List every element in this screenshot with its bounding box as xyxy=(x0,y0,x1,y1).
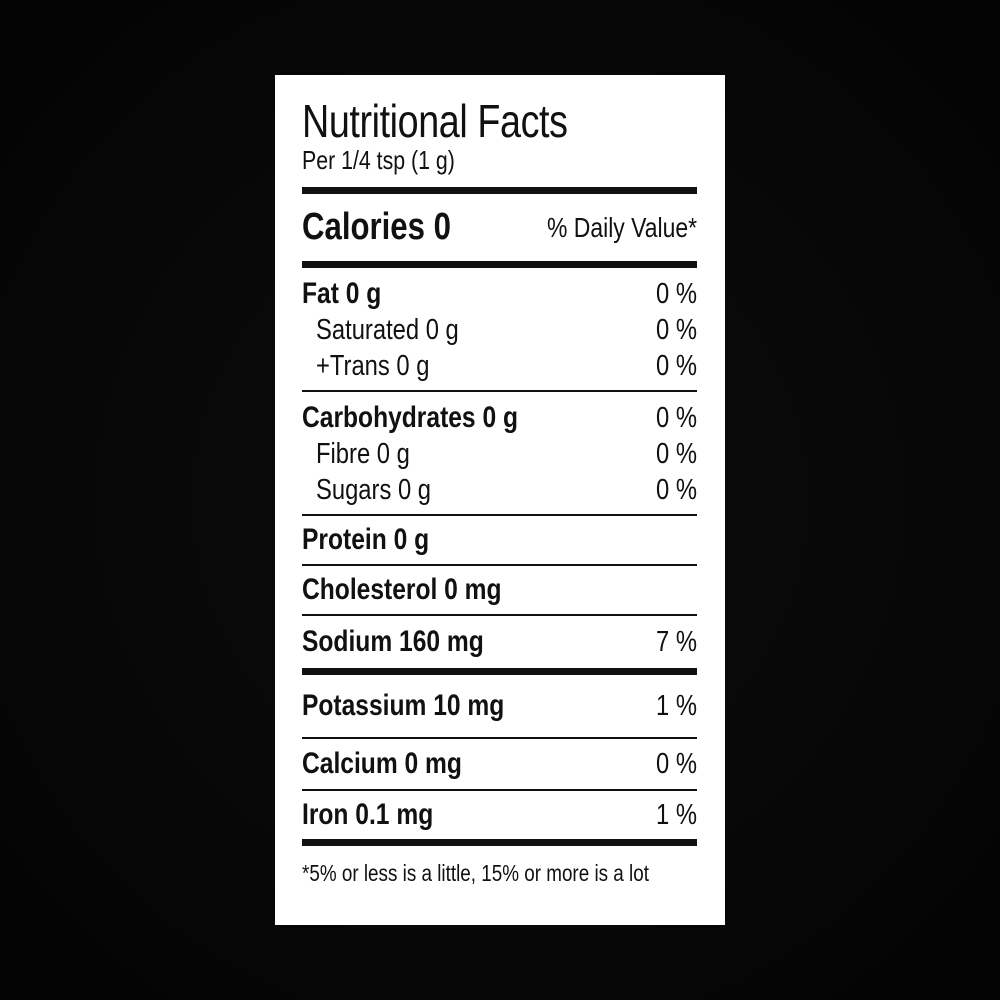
nutrient-row-trans: +Trans 0 g 0 % xyxy=(316,349,697,382)
nutrient-row-sugars: Sugars 0 g 0 % xyxy=(316,473,697,506)
nutrient-row-potassium: Potassium 10 mg 1 % xyxy=(302,675,697,739)
nutrition-facts-label: Nutritional Facts Per 1/4 tsp (1 g) Calo… xyxy=(275,75,725,925)
nutrient-row-fibre: Fibre 0 g 0 % xyxy=(316,437,697,470)
carbohydrates-group: Carbohydrates 0 g 0 % Fibre 0 g 0 % Suga… xyxy=(302,392,697,516)
nutrient-row-iron: Iron 0.1 mg 1 % xyxy=(302,791,697,846)
calories-row: Calories 0 % Daily Value* xyxy=(302,194,697,261)
fat-group: Fat 0 g 0 % Saturated 0 g 0 % +Trans 0 g… xyxy=(302,268,697,392)
nutrient-row-saturated: Saturated 0 g 0 % xyxy=(316,313,697,346)
nutrient-row-protein: Protein 0 g xyxy=(302,516,697,566)
serving-size: Per 1/4 tsp (1 g) xyxy=(302,145,455,175)
footnote: *5% or less is a little, 15% or more is … xyxy=(302,860,649,886)
nutrient-row-calcium: Calcium 0 mg 0 % xyxy=(302,739,697,791)
divider-thick xyxy=(302,261,697,268)
divider-thick xyxy=(302,187,697,194)
nutrient-row-carbohydrates: Carbohydrates 0 g 0 % xyxy=(302,401,697,434)
nutrient-row-sodium: Sodium 160 mg 7 % xyxy=(302,616,697,675)
nutrient-row-cholesterol: Cholesterol 0 mg xyxy=(302,566,697,616)
daily-value-header: % Daily Value* xyxy=(546,211,697,243)
calories-value: Calories 0 xyxy=(302,206,451,248)
label-title: Nutritional Facts xyxy=(302,95,568,147)
nutrient-row-fat: Fat 0 g 0 % xyxy=(302,277,697,310)
